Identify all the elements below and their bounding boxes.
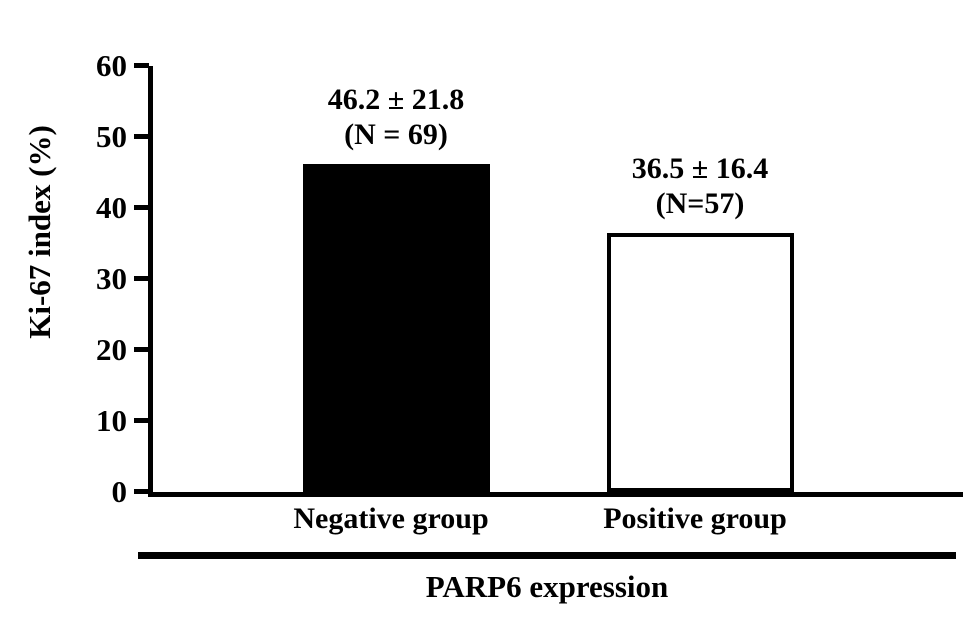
annotation-value-line: 36.5 ± 16.4 [631,152,769,185]
category-label-positive-group: Positive group [603,502,787,535]
bar-annotation-positive: 36.5 ± 16.4 (N=57) [632,152,768,221]
y-tick-label: 20 [96,331,127,367]
plot-area: 0 10 20 30 40 50 60 46.2 ± 21.8 (N = 69) 36.5 … [96,50,963,507]
y-tick-mark [134,134,149,139]
bar-negative-group [303,164,490,492]
y-tick-mark [134,63,149,68]
x-axis-title: PARP6 expression [425,569,669,604]
bar-annotation-negative: 46.2 ± 21.8 (N = 69) [328,83,464,152]
annotation-n-line: (N=57) [655,186,745,220]
bar-positive-group [607,233,794,492]
y-tick-label: 0 [111,473,128,509]
y-tick-mark [134,276,149,281]
y-tick-label: 10 [96,402,127,438]
y-tick-label: 50 [96,118,127,154]
y-tick-label: 60 [96,47,127,83]
y-tick-mark [134,205,149,210]
annotation-value-line: 46.2 ± 21.8 [327,83,465,116]
annotation-n-line: (N = 69) [344,117,448,151]
y-tick-mark [134,347,149,352]
y-tick-mark [134,418,149,423]
y-axis-title: Ki-67 index (%) [22,125,57,339]
y-tick-label: 40 [96,189,127,225]
y-tick-label: 30 [96,260,127,296]
category-label-negative-group: Negative group [293,502,489,535]
x-axis-group-line [138,552,956,559]
y-tick-mark [134,489,149,494]
